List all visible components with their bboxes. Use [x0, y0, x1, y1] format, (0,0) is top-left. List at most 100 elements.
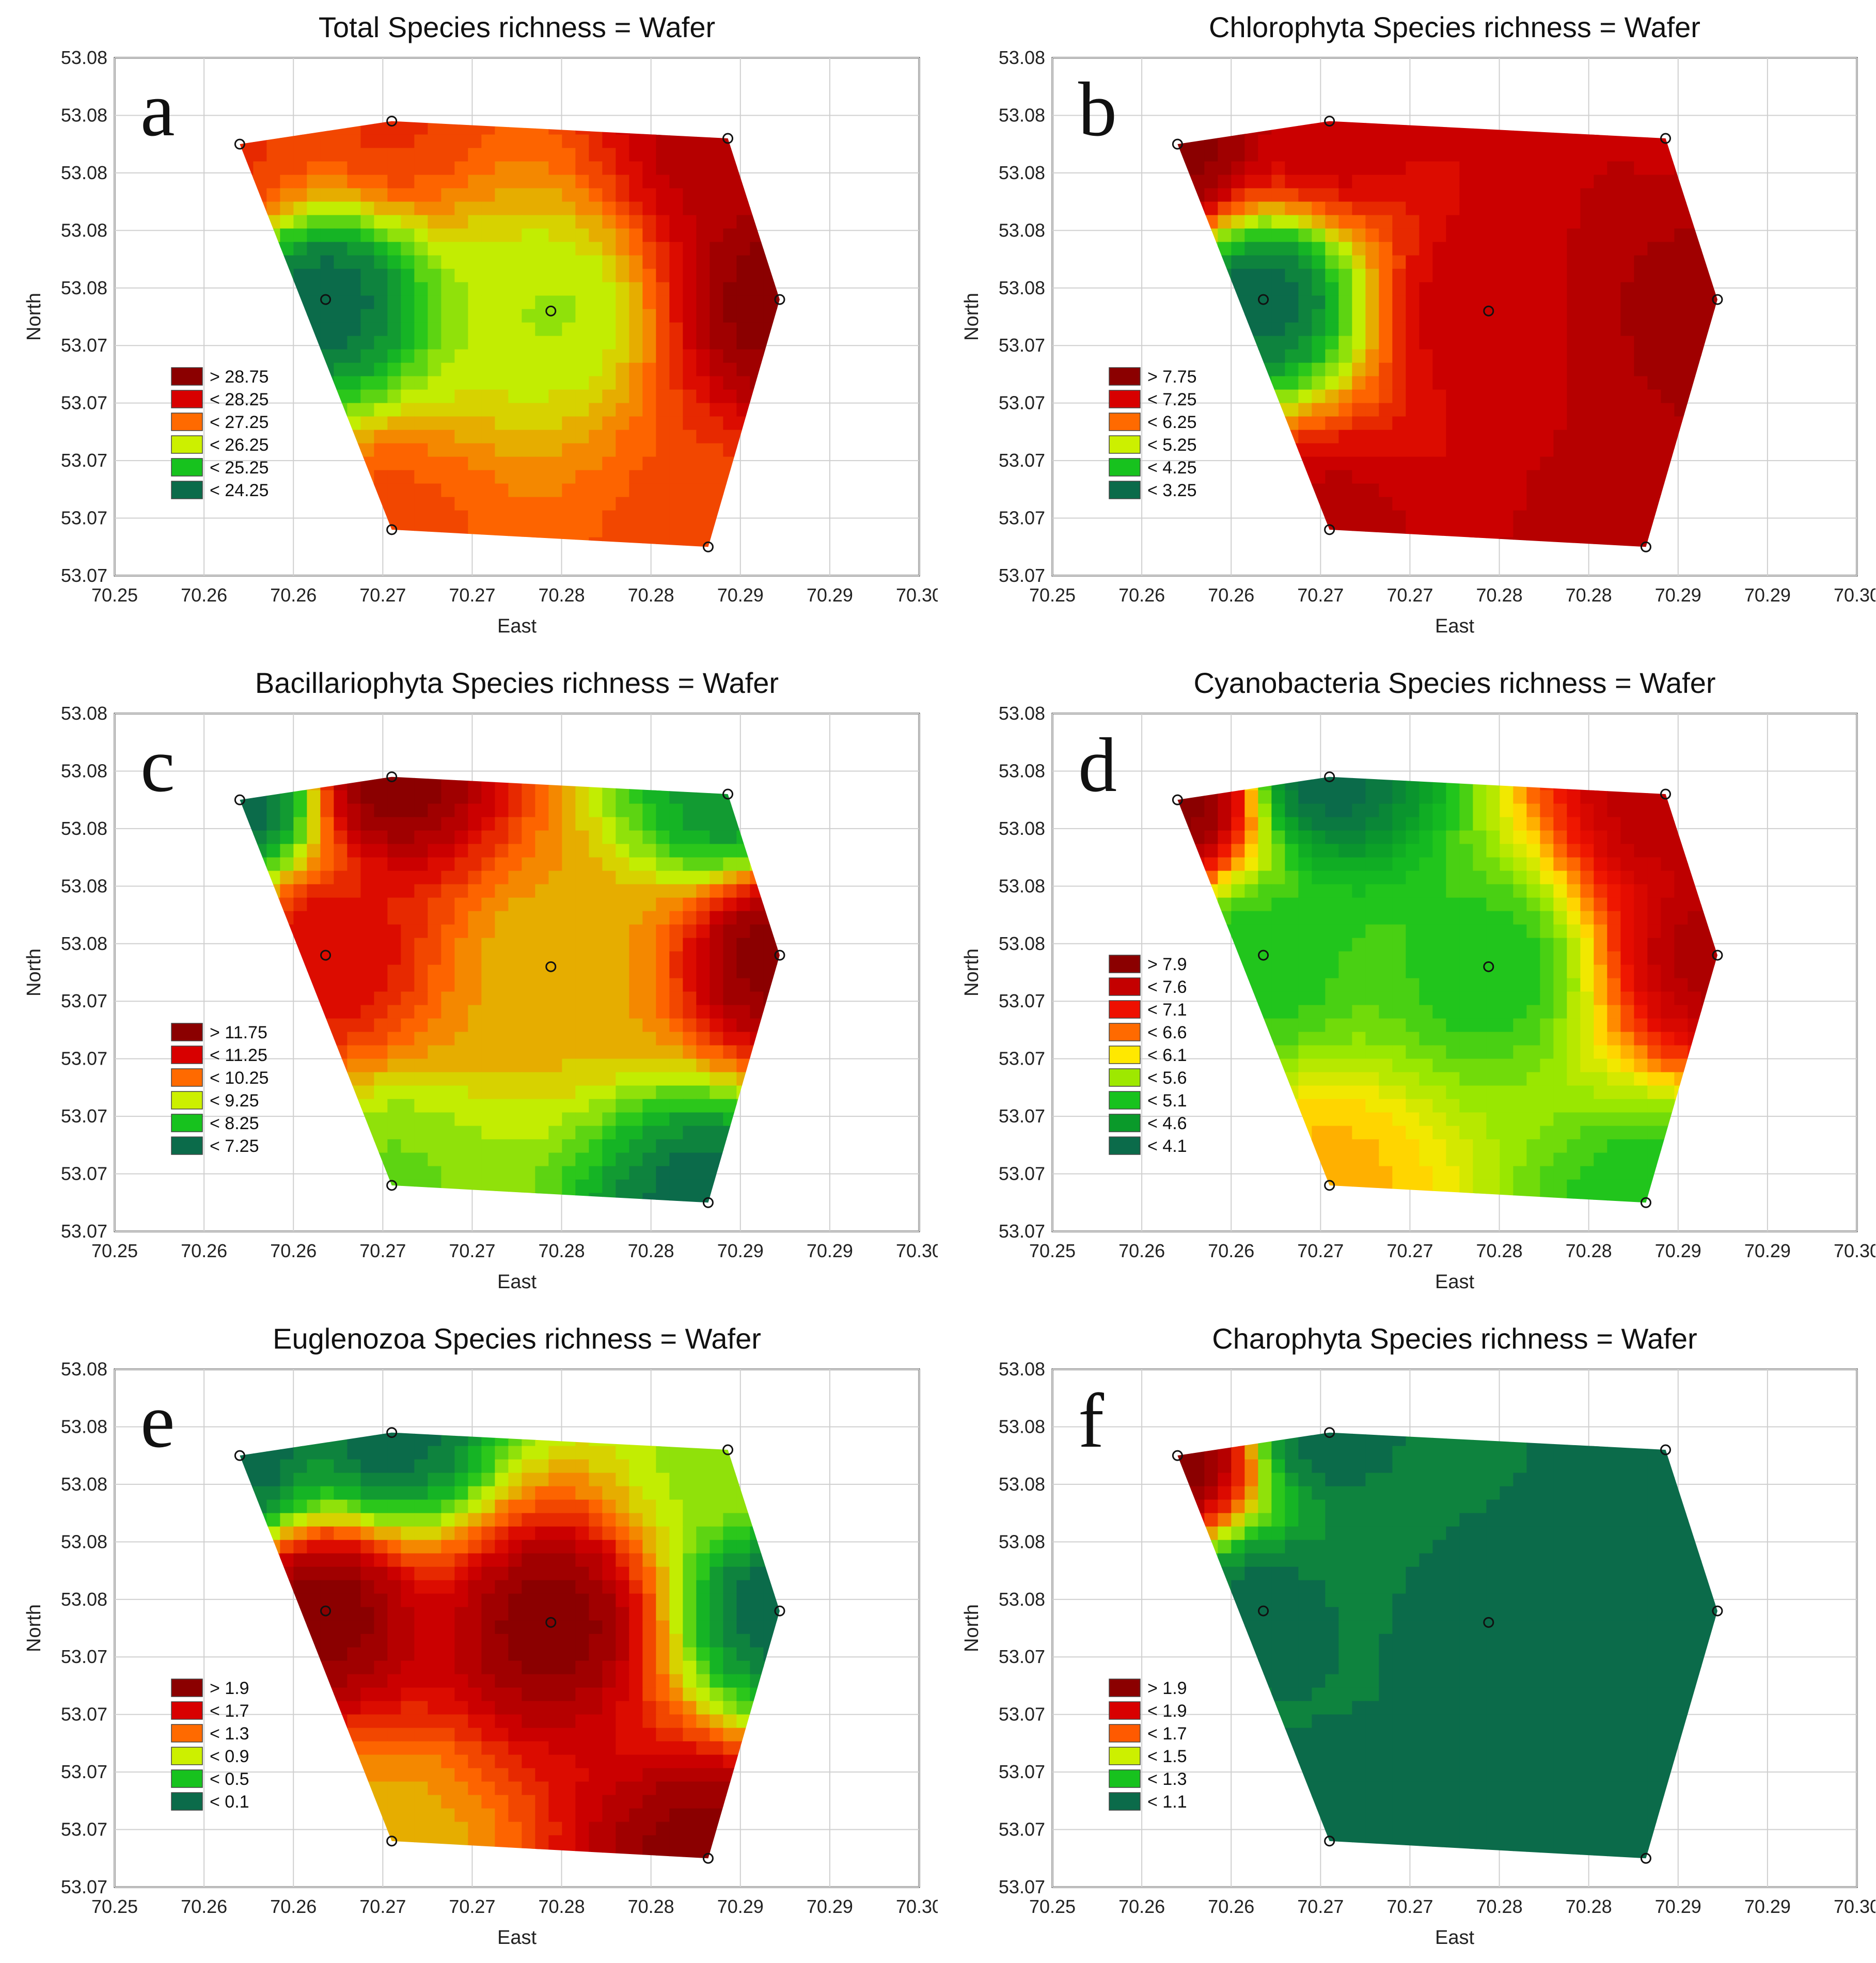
panel-letter: b	[1078, 67, 1117, 152]
y-tick-label: 53.07	[999, 1819, 1045, 1840]
y-tick-label: 53.08	[61, 1358, 107, 1380]
legend-label: < 1.3	[210, 1724, 249, 1744]
legend-swatch	[171, 1747, 203, 1765]
station-marker	[1172, 138, 1183, 150]
station-marker	[1640, 541, 1651, 552]
legend-label: < 25.25	[210, 458, 269, 478]
legend-label: < 6.1	[1147, 1046, 1187, 1065]
station-marker	[545, 305, 557, 316]
station-marker	[1483, 305, 1494, 316]
x-tick-label: 70.26	[1208, 584, 1254, 606]
y-axis-label: North	[23, 1604, 45, 1652]
x-tick-label: 70.29	[717, 584, 764, 606]
station-marker	[722, 788, 734, 800]
y-tick-label: 53.08	[999, 1358, 1045, 1380]
station-marker	[386, 524, 398, 535]
legend-swatch	[171, 413, 203, 431]
legend-label: < 1.3	[1147, 1769, 1187, 1789]
legend-swatch	[1109, 458, 1141, 477]
legend-label: < 1.7	[1147, 1724, 1187, 1744]
legend-label: < 24.25	[210, 481, 269, 500]
legend-label: < 4.25	[1147, 458, 1196, 478]
legend-swatch	[1109, 1136, 1141, 1155]
legend-swatch	[171, 1091, 203, 1110]
legend-swatch	[171, 390, 203, 408]
station-marker	[386, 1427, 398, 1438]
chart-panel-c: Bacillariophyta Species richness = Wafer…	[0, 656, 938, 1306]
x-tick-label: 70.26	[270, 584, 317, 606]
legend: > 11.75 < 11.25 < 10.25 < 9.25 < 8.25 < 7.25	[171, 1023, 269, 1156]
legend-swatch	[171, 481, 203, 499]
legend-swatch	[1109, 1000, 1141, 1019]
station-marker	[1483, 1617, 1494, 1628]
y-tick-label: 53.08	[61, 818, 107, 839]
legend-label: < 4.6	[1147, 1114, 1187, 1133]
x-axis-label: East	[497, 1271, 537, 1293]
panel-letter: c	[140, 722, 175, 808]
station-marker	[1712, 949, 1723, 961]
x-tick-label: 70.26	[270, 1240, 317, 1261]
x-tick-label: 70.30	[896, 584, 938, 606]
y-tick-label: 53.08	[999, 219, 1045, 241]
station-marker	[1324, 771, 1335, 783]
x-tick-label: 70.28	[628, 1896, 674, 1917]
x-tick-label: 70.30	[896, 1896, 938, 1917]
x-tick-label: 70.29	[1655, 1240, 1701, 1261]
y-tick-label: 53.08	[999, 760, 1045, 781]
station-marker	[702, 541, 714, 552]
legend: > 7.9 < 7.6 < 7.1 < 6.6 < 6.1 < 5.6 < 5.1 < 4.6…	[1109, 955, 1187, 1156]
y-axis-label: North	[23, 948, 45, 996]
y-tick-label: 53.07	[999, 450, 1045, 471]
legend-swatch	[1109, 1724, 1141, 1743]
x-tick-label: 70.25	[91, 584, 138, 606]
legend-label: < 7.6	[1147, 977, 1187, 997]
y-tick-label: 53.08	[61, 760, 107, 781]
y-tick-label: 53.08	[999, 933, 1045, 954]
y-tick-label: 53.08	[999, 703, 1045, 724]
station-marker	[702, 1197, 714, 1208]
y-tick-label: 53.08	[61, 47, 107, 68]
y-tick-label: 53.07	[61, 392, 107, 414]
x-tick-label: 70.27	[449, 1240, 495, 1261]
legend-swatch	[171, 1792, 203, 1811]
x-tick-label: 70.26	[1118, 1240, 1165, 1261]
y-tick-label: 53.07	[999, 335, 1045, 356]
y-tick-label: 53.08	[999, 818, 1045, 839]
legend-swatch	[171, 1679, 203, 1697]
legend-swatch	[1109, 1769, 1141, 1788]
x-tick-label: 70.27	[449, 1896, 495, 1917]
legend-swatch	[1109, 1068, 1141, 1087]
y-tick-label: 53.08	[999, 47, 1045, 68]
legend-label: < 3.25	[1147, 481, 1196, 500]
station-marker	[320, 1605, 332, 1617]
station-marker	[774, 294, 785, 305]
y-tick-label: 53.07	[61, 1163, 107, 1184]
x-tick-label: 70.26	[1118, 1896, 1165, 1917]
chart-title: Chlorophyta Species richness = Wafer	[1209, 11, 1700, 43]
x-tick-label: 70.27	[359, 1896, 406, 1917]
legend-swatch	[1109, 1091, 1141, 1110]
x-tick-label: 70.29	[807, 584, 853, 606]
legend: > 1.9 < 1.9 < 1.7 < 1.5 < 1.3 < 1.1	[1109, 1679, 1187, 1812]
chart-svg-c: Bacillariophyta Species richness = Wafer…	[23, 667, 938, 1293]
legend-swatch	[171, 367, 203, 386]
x-tick-label: 70.29	[1655, 584, 1701, 606]
y-tick-label: 53.08	[61, 277, 107, 298]
y-tick-label: 53.07	[61, 1761, 107, 1782]
x-tick-label: 70.27	[449, 584, 495, 606]
x-axis-label: East	[1435, 615, 1474, 637]
legend-label: < 9.25	[210, 1091, 259, 1111]
x-tick-label: 70.27	[359, 1240, 406, 1261]
legend-label: < 1.9	[1147, 1701, 1187, 1721]
chart-title: Euglenozoa Species richness = Wafer	[273, 1322, 761, 1355]
y-tick-label: 53.07	[999, 392, 1045, 414]
station-marker	[1324, 1427, 1335, 1438]
y-tick-label: 53.07	[999, 1163, 1045, 1184]
chart-panel-a: Total Species richness = Wafer 70.25 70.26…	[0, 0, 938, 651]
x-tick-label: 70.28	[539, 1240, 585, 1261]
x-tick-label: 70.28	[628, 1240, 674, 1261]
x-tick-label: 70.27	[1297, 584, 1344, 606]
legend-swatch	[171, 1023, 203, 1041]
station-marker	[1258, 949, 1269, 961]
legend-label: < 4.1	[1147, 1136, 1187, 1156]
